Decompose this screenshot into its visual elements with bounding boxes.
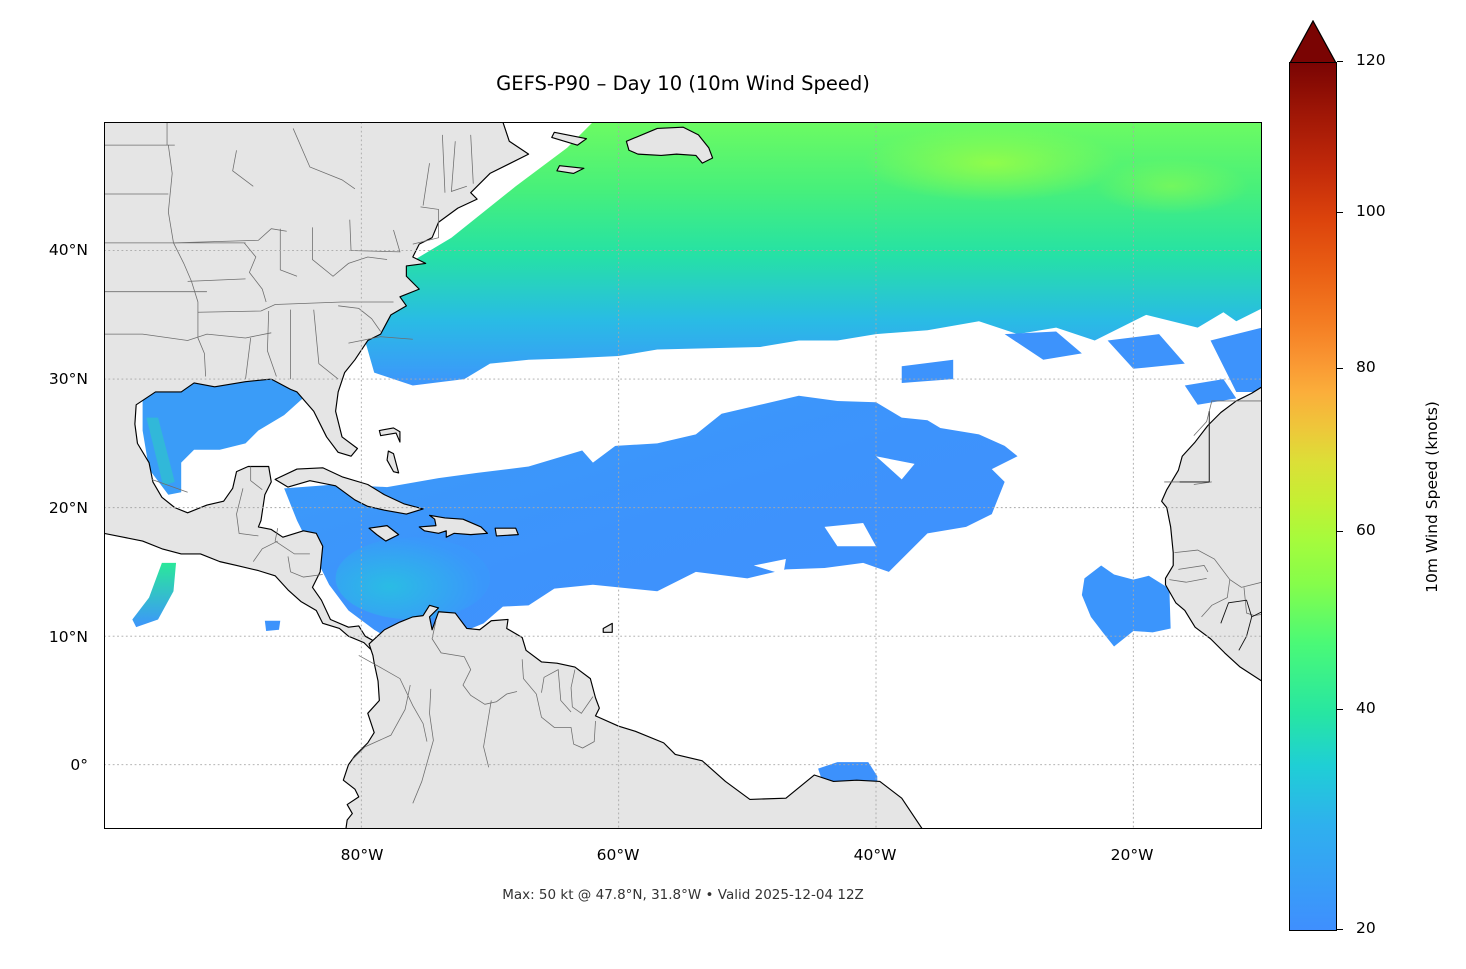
colorbar-label: 10m Wind Speed (knots) [1423, 401, 1441, 593]
x-tick-label: 60°W [596, 846, 640, 864]
wind-field [131, 123, 1261, 785]
max-valid-annotation: Max: 50 kt @ 47.8°N, 31.8°W • Valid 2025… [502, 887, 864, 903]
y-tick-label: 0° [70, 756, 88, 774]
land [105, 123, 1261, 828]
y-tick-label: 20°N [48, 499, 88, 517]
chart-title: GEFS-P90 – Day 10 (10m Wind Speed) [496, 72, 870, 95]
y-tick-label: 10°N [48, 628, 88, 646]
x-tick-label: 20°W [1110, 846, 1154, 864]
colorbar [1289, 62, 1337, 931]
y-tick-label: 40°N [48, 241, 88, 259]
country-borders [1179, 410, 1261, 651]
map-panel [104, 122, 1262, 829]
colorbar-extend-arrow [1289, 20, 1337, 64]
y-tick-label: 30°N [48, 370, 88, 388]
state-borders [105, 123, 1261, 803]
x-tick-label: 80°W [340, 846, 384, 864]
wind-speed-map [105, 123, 1261, 828]
x-tick-label: 40°W [853, 846, 897, 864]
graticule [105, 123, 1261, 828]
